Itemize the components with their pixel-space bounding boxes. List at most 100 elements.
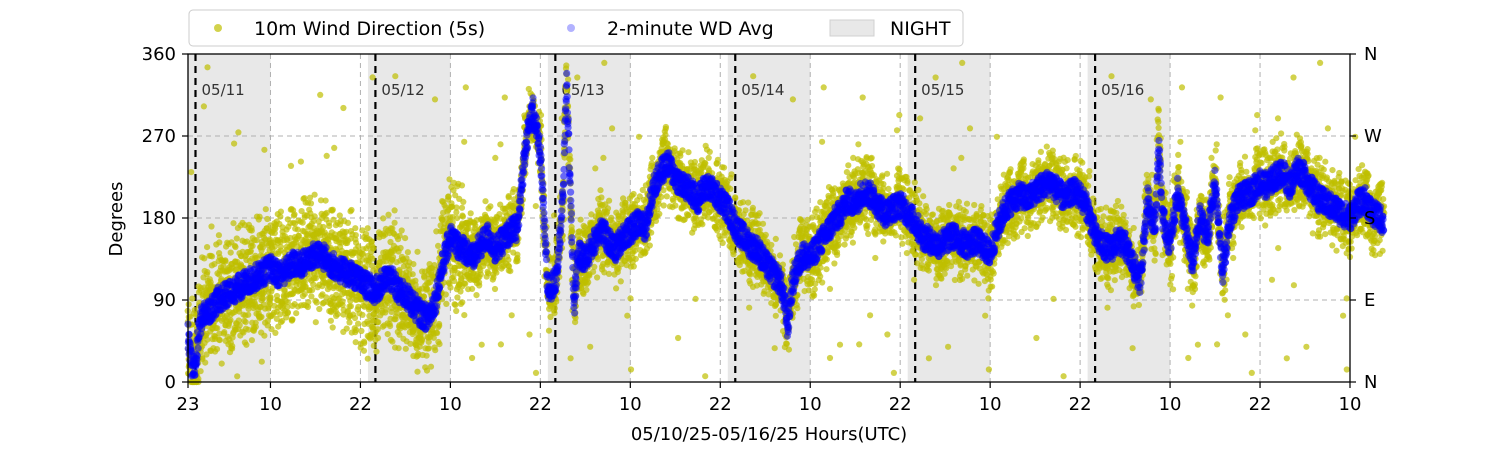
wind-direction-point-879	[305, 299, 312, 306]
wind-direction-point-198	[211, 261, 218, 268]
wind-direction-point-3542	[672, 202, 679, 209]
wind-direction-point-340	[231, 140, 238, 147]
wind-direction-point-4669	[826, 285, 834, 292]
wind-direction-point-133	[203, 351, 210, 358]
wind-direction-point-891	[307, 200, 315, 207]
wind-direction-point-4622	[820, 84, 827, 91]
wind-direction-point-3033	[601, 59, 608, 66]
wind-direction-point-3017	[598, 194, 605, 201]
wind-direction-point-127	[202, 359, 209, 366]
wind-direction-point-3386	[649, 154, 656, 161]
wind-direction-point-2538	[532, 369, 540, 376]
wind-direction-point-1922	[448, 200, 455, 207]
wind-direction-point-365	[234, 373, 241, 380]
wind-direction-point-1184	[346, 319, 353, 326]
wind-direction-point-1244	[355, 320, 362, 327]
wind-direction-point-314	[227, 249, 234, 256]
wind-direction-point-343	[232, 243, 239, 251]
wind-direction-point-3028	[600, 154, 607, 161]
wind-direction-point-3084	[609, 125, 616, 132]
wind-direction-point-2138	[478, 341, 485, 348]
wind-direction-point-1193	[348, 206, 355, 214]
wind-direction-point-375	[235, 317, 242, 324]
wind-direction-point-730	[284, 304, 291, 311]
wind-direction-point-3264	[632, 255, 639, 262]
wind-direction-point-1535	[395, 345, 402, 352]
wind-direction-point-3493	[664, 140, 671, 148]
wind-direction-point-1388	[375, 319, 382, 326]
wind-direction-point-561	[261, 332, 268, 339]
wind-direction-point-2272	[497, 141, 504, 148]
wind-direction-point-2960	[592, 165, 599, 172]
wind-direction-point-4612	[819, 279, 826, 286]
wind-direction-point-1057	[329, 206, 336, 213]
wind-direction-point-4281	[772, 312, 779, 319]
wind-direction-point-226	[216, 337, 223, 344]
wind-direction-point-1960	[453, 209, 460, 216]
wind-direction-point-227	[216, 330, 223, 337]
wind-direction-point-4955	[865, 230, 872, 238]
wind-direction-point-1422	[380, 215, 387, 222]
wind-direction-point-4738	[835, 241, 842, 248]
wind-direction-point-462	[248, 225, 255, 232]
wind-direction-point-1645	[410, 261, 417, 268]
wind-direction-point-458	[247, 247, 254, 254]
wind-direction-point-2354	[508, 312, 515, 319]
wind-direction-point-967	[317, 91, 324, 98]
wind-direction-point-1551	[397, 244, 404, 252]
wind-direction-point-3853	[713, 160, 720, 167]
wind-direction-point-253	[218, 360, 225, 367]
wind-direction-point-1091	[334, 311, 341, 318]
day-marker-label-5: 05/15	[921, 81, 964, 99]
wind-direction-point-1217	[352, 232, 359, 239]
wind-direction-point-1636	[409, 271, 416, 278]
wind-direction-point-4903	[859, 94, 866, 101]
wind-direction-point-928	[311, 191, 318, 198]
wind-direction-point-3432	[656, 210, 663, 217]
wind-direction-point-434	[243, 341, 250, 348]
wind-direction-point-4312	[776, 252, 784, 259]
wind-direction-point-1797	[431, 96, 439, 103]
wind-direction-point-1343	[369, 74, 376, 81]
wind-direction-point-212	[213, 346, 221, 353]
wind-direction-point-51	[191, 306, 198, 314]
wind-direction-point-944	[313, 299, 320, 306]
wind-direction-point-4376	[785, 346, 793, 353]
wind-direction-point-1910	[447, 284, 454, 291]
wind-direction-point-3061	[606, 197, 613, 204]
wind-direction-point-171	[208, 253, 216, 260]
wind-direction-point-821	[297, 158, 304, 165]
wind-direction-point-1133	[340, 104, 347, 112]
wind-direction-point-1602	[404, 249, 411, 256]
wind-direction-point-2007	[461, 312, 468, 319]
wind-direction-point-3905	[720, 164, 728, 171]
wind-direction-point-2011	[461, 138, 468, 145]
wind-direction-point-2133	[477, 271, 484, 278]
wind-direction-point-1547	[396, 232, 403, 239]
wind-direction-point-1585	[402, 235, 409, 242]
wind-direction-point-1342	[368, 238, 375, 246]
wind-direction-point-1366	[373, 348, 380, 355]
wind-direction-point-4559	[811, 286, 818, 293]
wind-direction-point-4059	[742, 207, 749, 214]
wind-direction-point-566	[262, 206, 269, 213]
wind-direction-point-1959	[454, 294, 461, 301]
wind-direction-point-3786	[705, 154, 712, 161]
wind-direction-point-2057	[467, 210, 474, 217]
wind-direction-point-4943	[863, 222, 870, 229]
wind-direction-point-4087	[747, 271, 754, 278]
wind-direction-point-1520	[392, 313, 399, 320]
wind-direction-point-1316	[364, 355, 371, 362]
wind-direction-point-173	[208, 223, 215, 230]
wind-direction-point-2350	[507, 268, 514, 275]
day-marker-group: 05/11 05/12 05/13 05/14 05/15 05/16	[194, 54, 1144, 382]
wind-direction-point-2758	[563, 62, 570, 69]
wind-direction-point-474	[249, 242, 256, 250]
wind-direction-point-764	[288, 317, 295, 324]
day-marker-label-4: 05/14	[741, 81, 784, 99]
wind-direction-point-1950	[453, 307, 460, 315]
wind-direction-point-324	[229, 345, 236, 352]
wind-direction-point-1453	[385, 211, 392, 218]
wind-direction-point-3147	[617, 278, 624, 285]
wind-direction-point-986	[320, 223, 327, 231]
